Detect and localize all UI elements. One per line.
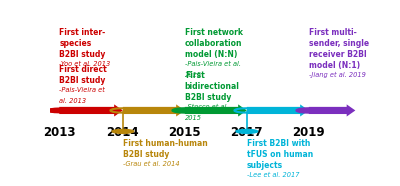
Text: B2BI study: B2BI study [185, 93, 231, 102]
Text: 2015: 2015 [185, 115, 202, 121]
Text: -Jiang et al. 2019: -Jiang et al. 2019 [309, 72, 366, 78]
Text: bidirectional: bidirectional [185, 82, 240, 91]
Circle shape [298, 108, 320, 112]
FancyArrow shape [59, 104, 123, 116]
Text: First direct: First direct [59, 65, 107, 74]
FancyArrow shape [123, 104, 185, 116]
FancyArrow shape [309, 104, 355, 116]
Text: First inter-: First inter- [59, 28, 106, 37]
Text: tFUS on human: tFUS on human [247, 150, 313, 159]
Text: 2019: 2019 [292, 126, 325, 139]
Text: First B2BI with: First B2BI with [247, 139, 310, 148]
Text: B2BI study: B2BI study [59, 50, 106, 59]
Text: 2015: 2015 [168, 126, 201, 139]
Circle shape [112, 129, 134, 133]
Text: B2BI study: B2BI study [123, 150, 169, 159]
Text: First human-human: First human-human [123, 139, 208, 148]
Text: First network: First network [185, 28, 243, 37]
Text: First: First [185, 71, 204, 80]
Text: -Stocco et al.: -Stocco et al. [185, 104, 228, 110]
Text: model (N:N): model (N:N) [185, 50, 237, 59]
Text: 2015: 2015 [185, 72, 202, 78]
Text: species: species [59, 39, 92, 48]
Text: 2017: 2017 [230, 126, 263, 139]
Text: sender, single: sender, single [309, 39, 369, 48]
Text: model (N:1): model (N:1) [309, 61, 360, 70]
Text: First multi-: First multi- [309, 28, 357, 37]
Text: B2BI study: B2BI study [59, 76, 106, 85]
Text: -Pais-Vieira et al.: -Pais-Vieira et al. [185, 61, 241, 67]
Text: -Yoo et al. 2013: -Yoo et al. 2013 [59, 61, 110, 67]
Text: 2013: 2013 [43, 126, 76, 139]
FancyArrow shape [185, 104, 247, 116]
Text: collaboration: collaboration [185, 39, 242, 48]
Text: -Lee et al. 2017: -Lee et al. 2017 [247, 172, 299, 178]
Text: 2014: 2014 [106, 126, 139, 139]
Text: -Pais-Vieira et: -Pais-Vieira et [59, 87, 105, 93]
Text: receiver B2BI: receiver B2BI [309, 50, 366, 59]
Text: al. 2013: al. 2013 [59, 98, 86, 104]
Circle shape [174, 108, 196, 112]
Circle shape [48, 108, 70, 112]
Text: -Grau et al. 2014: -Grau et al. 2014 [123, 161, 180, 167]
Circle shape [236, 129, 258, 133]
Text: subjects: subjects [247, 161, 283, 170]
FancyArrow shape [247, 104, 309, 116]
Circle shape [47, 108, 72, 113]
